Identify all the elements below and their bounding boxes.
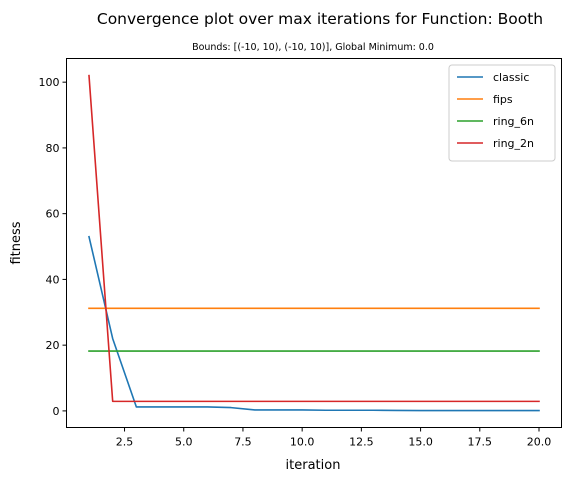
- x-axis-ticks: 2.5 5.0 7.5 10.0 12.5 15.0 17.5 20.0: [116, 427, 552, 449]
- series-line-classic: [88, 235, 540, 412]
- x-tick-label: 12.5: [349, 436, 374, 449]
- legend-label-classic: classic: [493, 71, 529, 84]
- legend-label-ring-6n: ring_6n: [493, 115, 534, 128]
- y-tick-label: 40: [46, 273, 60, 286]
- x-tick-label: 7.5: [234, 436, 252, 449]
- x-tick-label: 10.0: [290, 436, 315, 449]
- y-tick-label: 100: [39, 76, 60, 89]
- y-tick-label: 60: [46, 208, 60, 221]
- plot-frame: [66, 58, 562, 428]
- x-axis-label: iteration: [286, 458, 341, 473]
- y-axis-label: fitness: [9, 221, 24, 264]
- x-tick-label: 15.0: [408, 436, 433, 449]
- x-tick-label: 20.0: [527, 436, 552, 449]
- x-tick-label: 5.0: [175, 436, 193, 449]
- x-tick-label: 2.5: [116, 436, 134, 449]
- y-axis-ticks: 0 20 40 60 80 100: [39, 76, 67, 418]
- legend: classic fips ring_6n ring_2n: [448, 64, 556, 162]
- x-tick-label: 17.5: [468, 436, 493, 449]
- legend-label-ring-2n: ring_2n: [493, 137, 534, 150]
- chart-title: Convergence plot over max iterations for…: [97, 10, 543, 28]
- series-layer: [88, 74, 540, 412]
- y-tick-label: 0: [53, 405, 60, 418]
- y-tick-label: 20: [46, 339, 60, 352]
- y-tick-label: 80: [46, 142, 60, 155]
- legend-label-fips: fips: [493, 93, 513, 106]
- chart-subtitle: Bounds: [(-10, 10), (-10, 10)], Global M…: [192, 42, 434, 53]
- series-line-ring-2n: [88, 74, 540, 403]
- legend-box: [448, 64, 556, 162]
